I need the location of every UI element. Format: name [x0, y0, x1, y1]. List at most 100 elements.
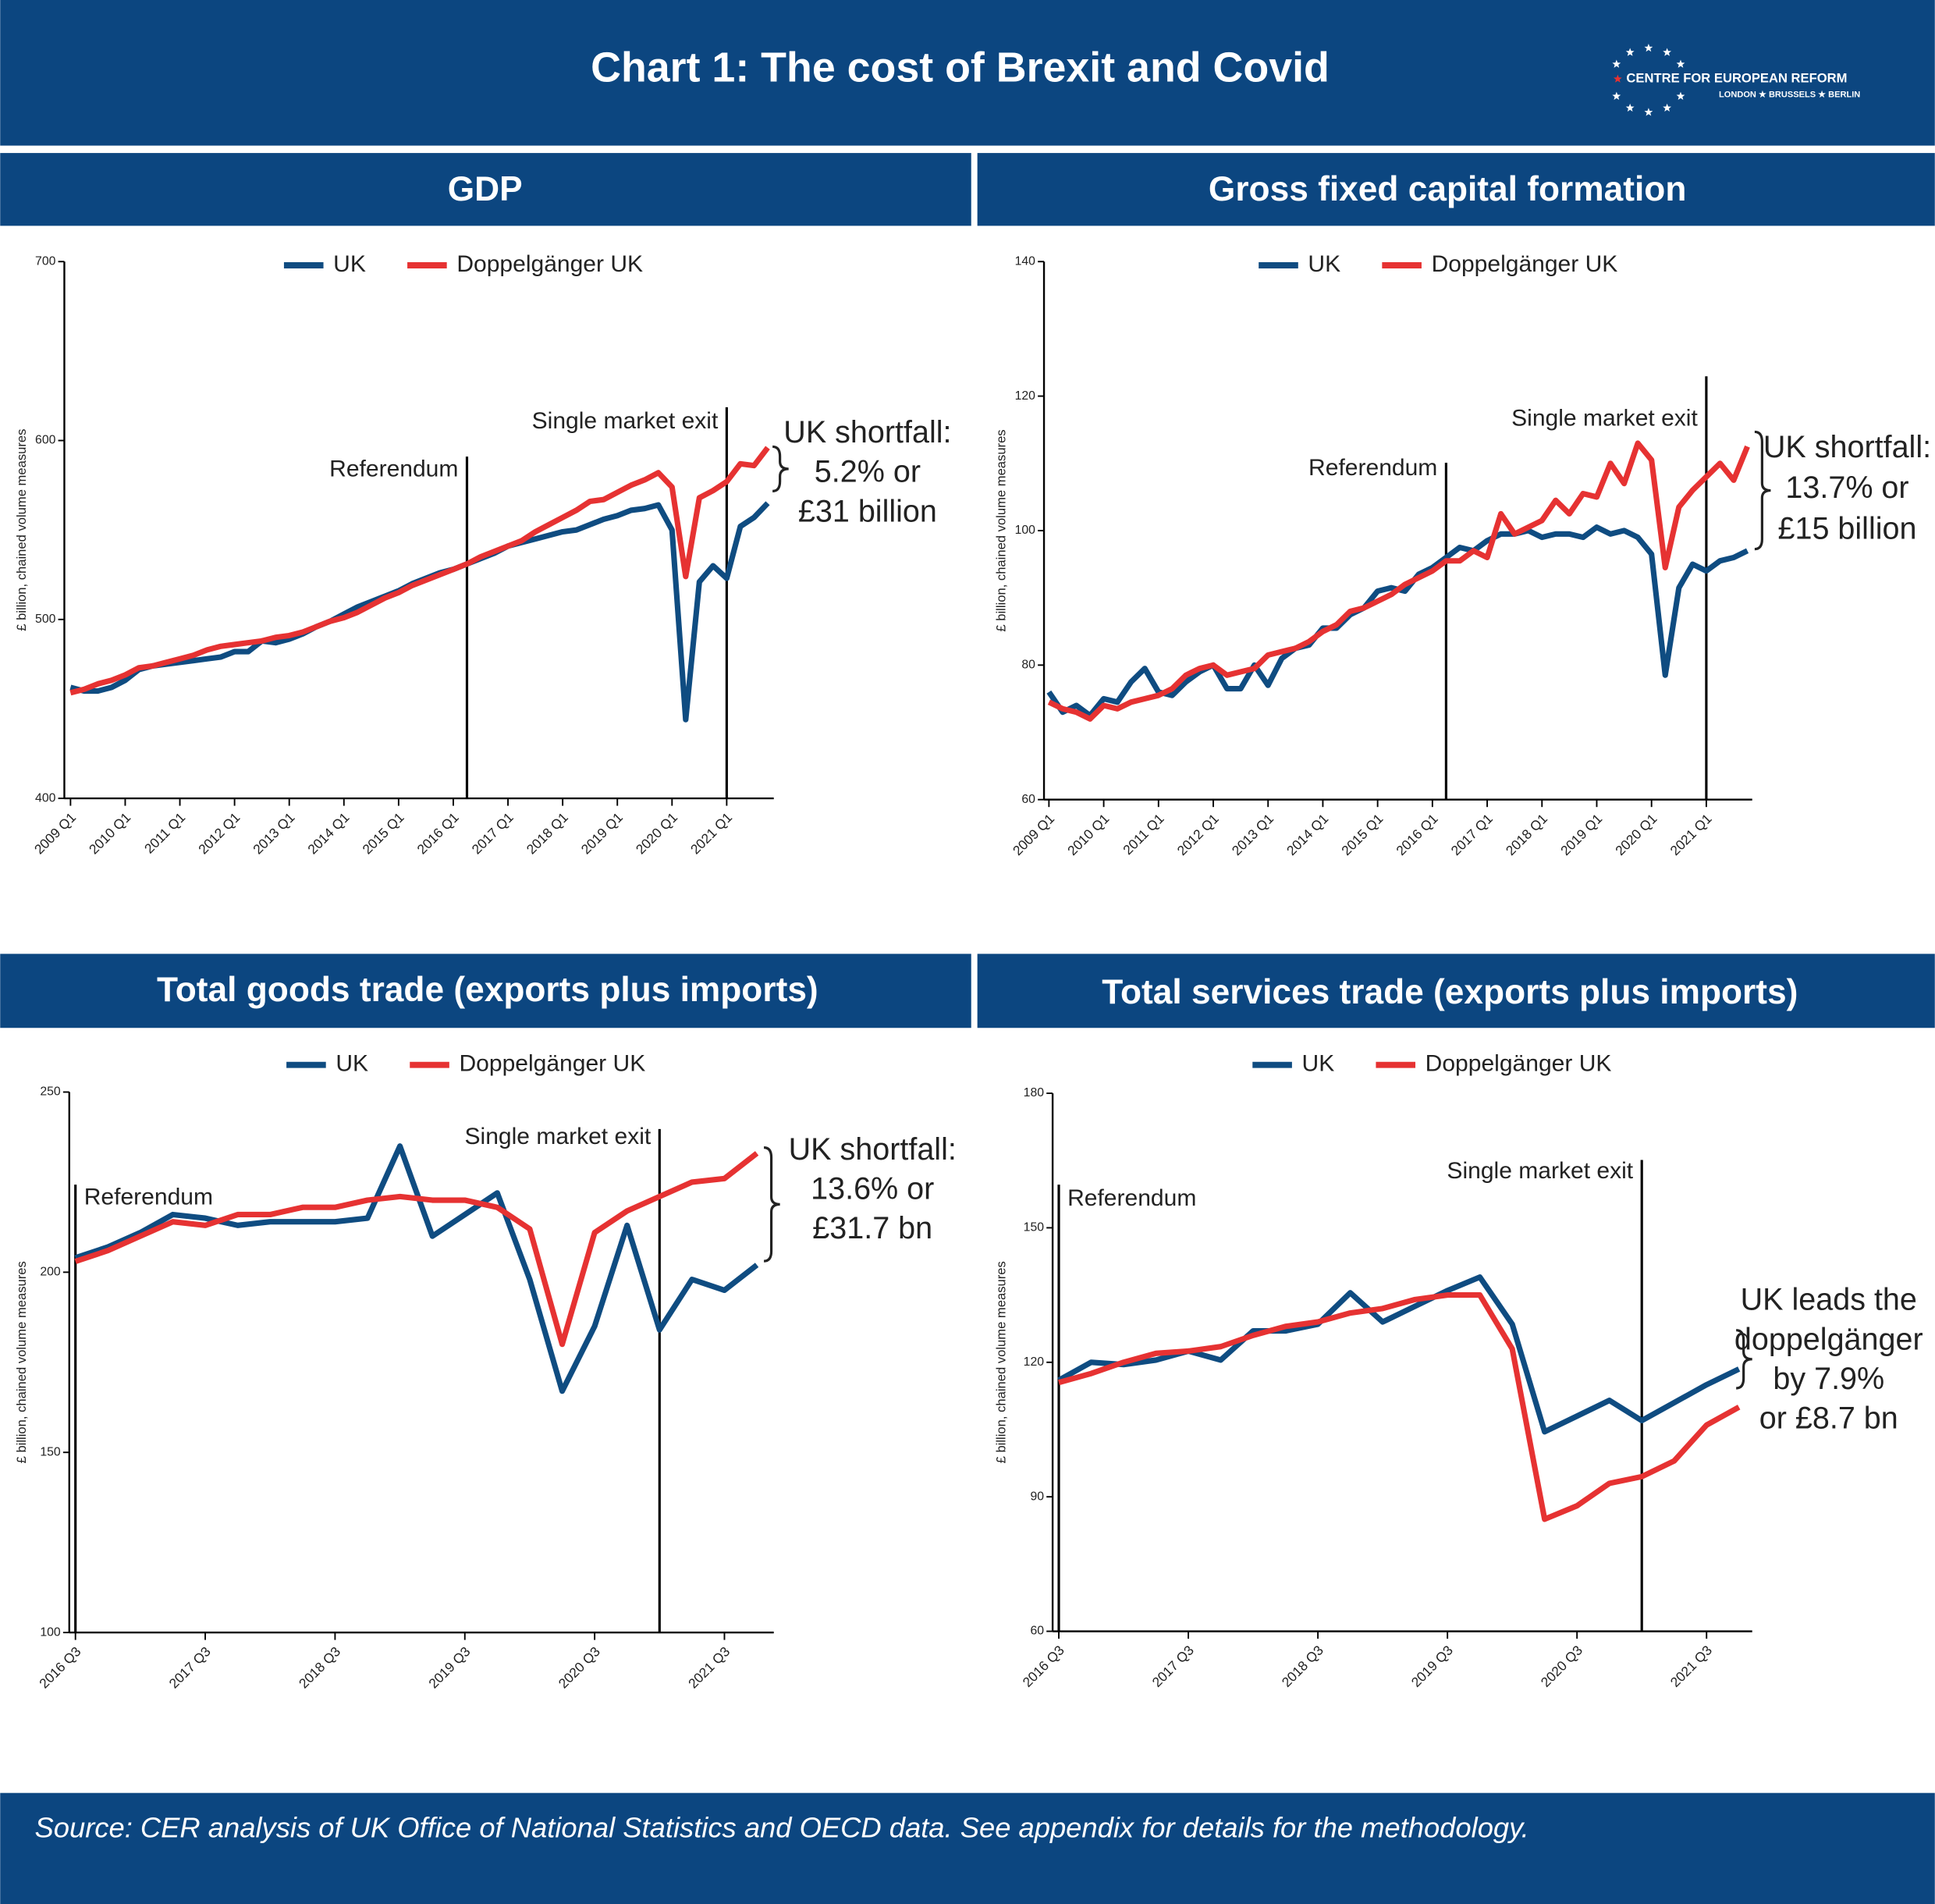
x-tick-label: 2012 Q1 — [1174, 811, 1222, 858]
logo-star — [1613, 74, 1622, 83]
y-tick-label: 400 — [35, 791, 56, 805]
reference-label: Referendum — [1308, 455, 1437, 481]
panel-band — [977, 954, 1935, 1028]
y-tick-label: 180 — [1024, 1086, 1045, 1099]
x-tick-label: 2020 Q1 — [633, 809, 680, 857]
logo-star — [1644, 108, 1653, 116]
logo-star — [1676, 59, 1685, 68]
reference-label: Single market exit — [532, 408, 719, 434]
x-tick-label: 2010 Q1 — [86, 809, 133, 857]
x-tick-label: 2021 Q3 — [1667, 1643, 1715, 1690]
shortfall-note: £31.7 bn — [812, 1211, 932, 1245]
panel-band — [0, 954, 971, 1028]
legend-label: Doppelgänger UK — [459, 1051, 645, 1077]
y-tick-label: 100 — [1015, 524, 1036, 537]
panel-band — [0, 153, 971, 226]
series-line — [69, 446, 770, 696]
panel-band — [977, 153, 1935, 226]
x-tick-label: 2018 Q3 — [1279, 1643, 1326, 1690]
x-tick-label: 2012 Q1 — [195, 809, 243, 857]
logo-star — [1625, 103, 1635, 112]
shortfall-note: UK shortfall: — [789, 1132, 957, 1167]
x-tick-label: 2019 Q3 — [1408, 1643, 1456, 1690]
y-tick-label: 140 — [1015, 254, 1036, 268]
y-tick-label: 500 — [35, 613, 56, 626]
series-line — [1057, 1274, 1741, 1435]
brace — [1736, 1329, 1752, 1390]
shortfall-note: 5.2% or — [815, 455, 921, 489]
y-tick-label: 200 — [40, 1266, 61, 1279]
shortfall-note: 13.7% or — [1785, 471, 1908, 505]
x-tick-label: 2020 Q3 — [556, 1643, 603, 1691]
shortfall-note: UK shortfall: — [783, 415, 951, 449]
series-line — [1046, 524, 1749, 719]
logo-star — [1625, 48, 1635, 56]
shortfall-note: UK shortfall: — [1763, 430, 1931, 464]
x-tick-label: 2010 Q1 — [1064, 811, 1112, 858]
y-tick-label: 700 — [35, 254, 56, 268]
shortfall-note: by 7.9% — [1773, 1362, 1884, 1396]
series-line — [1058, 1292, 1741, 1522]
shortfall-note: £15 billion — [1778, 511, 1917, 545]
panel-title: GDP — [448, 170, 523, 208]
y-tick-label: 80 — [1021, 659, 1035, 672]
logo-star — [1663, 103, 1672, 112]
y-tick-label: 250 — [40, 1085, 61, 1099]
x-tick-label: 2013 Q1 — [250, 809, 297, 857]
series-line — [74, 1151, 759, 1348]
x-tick-label: 2014 Q1 — [1283, 811, 1331, 858]
x-tick-label: 2009 Q1 — [31, 809, 79, 857]
y-tick-label: 120 — [1015, 389, 1036, 403]
x-tick-label: 2016 Q1 — [414, 809, 461, 857]
reference-label: Single market exit — [465, 1124, 652, 1149]
page-title: Chart 1: The cost of Brexit and Covid — [591, 44, 1330, 91]
logo-star — [1644, 43, 1653, 52]
x-tick-label: 2018 Q3 — [296, 1643, 343, 1691]
x-tick-label: 2017 Q1 — [469, 809, 517, 857]
panel-title: Gross fixed capital formation — [1209, 170, 1686, 208]
x-tick-label: 2019 Q3 — [425, 1643, 473, 1691]
brace — [1754, 430, 1771, 551]
reference-label: Single market exit — [1511, 406, 1698, 432]
shortfall-note: or £8.7 bn — [1759, 1401, 1898, 1436]
header-band — [0, 0, 1935, 146]
x-tick-label: 2009 Q1 — [1010, 811, 1057, 858]
legend-label: Doppelgänger UK — [1432, 251, 1618, 277]
logo-star — [1612, 91, 1621, 100]
legend-label: Doppelgänger UK — [456, 251, 643, 277]
y-tick-label: 60 — [1030, 1625, 1044, 1638]
reference-label: Referendum — [329, 456, 458, 481]
y-tick-label: 150 — [1024, 1221, 1045, 1234]
x-tick-label: 2021 Q3 — [685, 1643, 733, 1691]
legend-label: UK — [333, 251, 366, 277]
y-tick-label: 600 — [35, 434, 56, 447]
y-axis-title: £ billion, chained volume measures — [14, 429, 29, 631]
logo-star — [1612, 59, 1621, 68]
footer-band — [0, 1792, 1935, 1904]
series-line — [1047, 440, 1750, 722]
x-tick-label: 2021 Q1 — [1667, 811, 1714, 858]
series-line — [69, 501, 770, 723]
legend-label: UK — [336, 1051, 368, 1077]
shortfall-note: UK leads the — [1741, 1283, 1917, 1317]
shortfall-note: doppelgänger — [1734, 1322, 1923, 1356]
x-tick-label: 2014 Q1 — [304, 809, 352, 857]
reference-label: Single market exit — [1447, 1158, 1633, 1184]
logo-star — [1663, 48, 1672, 56]
x-tick-label: 2018 Q1 — [1503, 811, 1550, 858]
y-tick-label: 150 — [40, 1445, 61, 1458]
x-tick-label: 2021 Q1 — [687, 809, 735, 857]
x-tick-label: 2017 Q1 — [1448, 811, 1496, 858]
x-tick-label: 2011 Q1 — [141, 809, 188, 856]
panel-title: Total services trade (exports plus impor… — [1102, 973, 1798, 1011]
legend-label: UK — [1308, 251, 1340, 277]
logo-name: CENTRE FOR EUROPEAN REFORM — [1626, 71, 1847, 86]
legend-label: UK — [1302, 1051, 1335, 1077]
logo-star — [1676, 91, 1685, 100]
logo-cities: LONDON ★ BRUSSELS ★ BERLIN — [1719, 91, 1860, 100]
x-tick-label: 2011 Q1 — [1120, 811, 1166, 858]
reference-label: Referendum — [1067, 1185, 1196, 1211]
x-tick-label: 2017 Q3 — [166, 1643, 214, 1691]
x-tick-label: 2019 Q1 — [1557, 811, 1605, 858]
